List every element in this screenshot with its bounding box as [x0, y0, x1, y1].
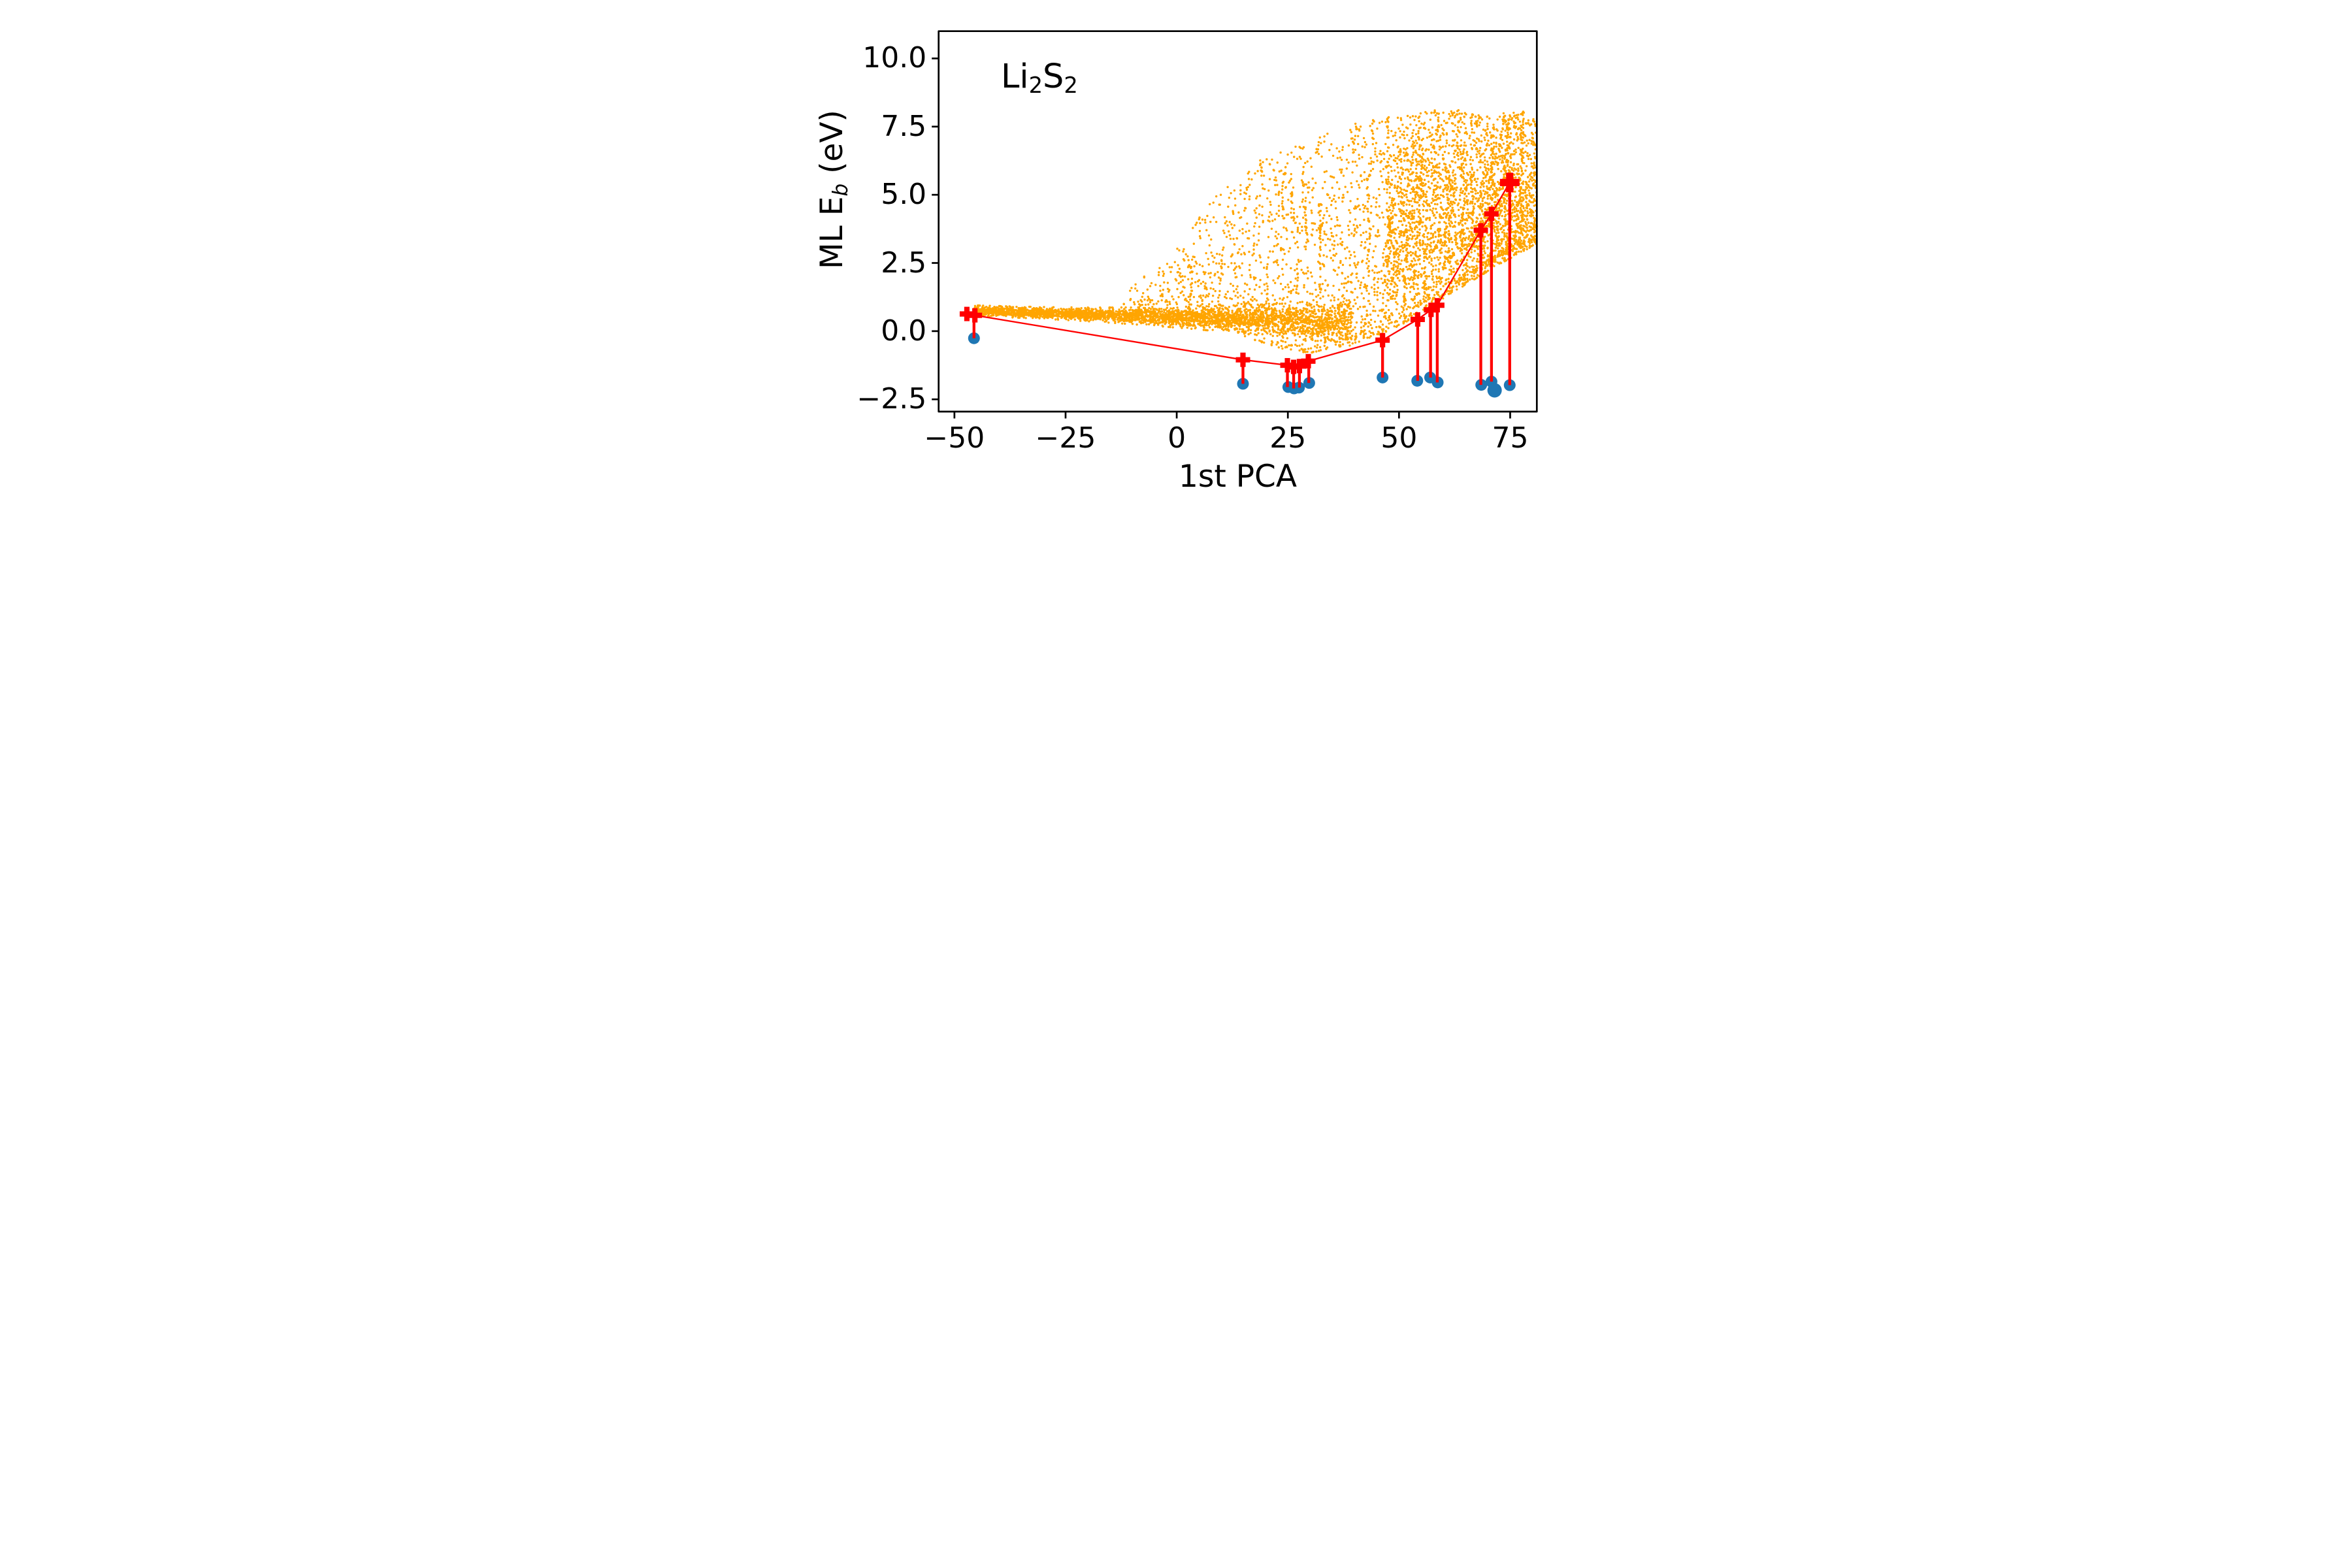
- x-axis-label: 1st PCA: [1178, 459, 1298, 495]
- title-subscript-1: 2: [1028, 73, 1043, 99]
- x-tick-label: −50: [924, 421, 985, 455]
- title-element-1: Li: [1001, 57, 1029, 96]
- chart-title: Li2S2: [1001, 57, 1078, 98]
- x-tick-label: −25: [1035, 421, 1096, 455]
- x-tick-label: 25: [1269, 421, 1307, 455]
- x-tick-label: 50: [1380, 421, 1418, 455]
- y-tick-label: 5.0: [881, 178, 927, 212]
- y-tick-label: 0.0: [881, 314, 927, 348]
- y-tick-label: 2.5: [881, 246, 927, 280]
- y-tick-label: −2.5: [857, 382, 927, 416]
- title-subscript-2: 2: [1064, 73, 1078, 99]
- title-element-2: S: [1043, 57, 1064, 96]
- figure: Li2S2 1st PCA ML Eb (eV) −50 −25 0 25 50 75 −2…: [784, 0, 1568, 523]
- x-tick-label: 0: [1168, 421, 1186, 455]
- x-tick-label: 75: [1492, 421, 1529, 455]
- scatter-plot-canvas: [784, 0, 1568, 523]
- y-tick-label: 7.5: [881, 109, 927, 143]
- y-tick-label: 10.0: [862, 41, 927, 75]
